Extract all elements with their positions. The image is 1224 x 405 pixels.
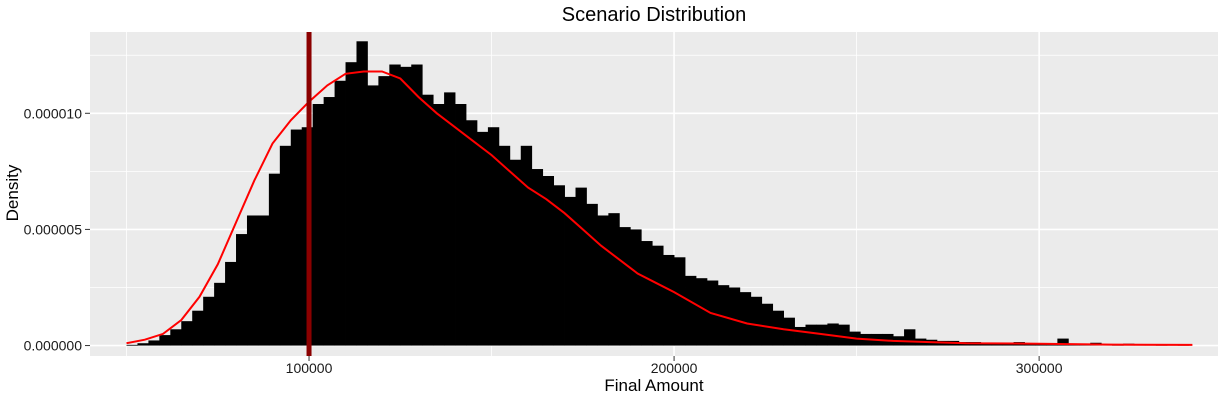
histogram-bar — [827, 323, 839, 346]
histogram-bar — [455, 104, 467, 346]
y-tick-label: 0.000000 — [24, 338, 83, 354]
histogram-bar — [279, 145, 292, 346]
x-tick-label: 300000 — [1016, 360, 1063, 376]
histogram-bar — [466, 120, 478, 346]
chart-title: Scenario Distribution — [562, 4, 747, 26]
histogram-bar — [794, 326, 806, 346]
y-tick-label: 0.000010 — [24, 105, 83, 121]
x-tick-label: 200000 — [651, 360, 698, 376]
histogram-bar — [203, 296, 215, 346]
histogram-bar — [246, 215, 259, 346]
histogram-bar — [312, 104, 325, 346]
histogram-bar — [236, 234, 248, 346]
y-axis-title: Density — [3, 164, 22, 221]
histogram-bar — [728, 287, 741, 346]
histogram-bar — [126, 344, 138, 346]
histogram-bar — [422, 94, 434, 346]
histogram-bar — [531, 169, 544, 346]
histogram-bar — [619, 227, 631, 346]
histogram-bar — [345, 62, 357, 346]
histogram-bar — [904, 329, 916, 346]
x-axis-title: Final Amount — [604, 376, 703, 395]
histogram-bar — [268, 173, 281, 346]
histogram-bar — [192, 310, 204, 346]
histogram-bar — [400, 66, 412, 346]
histogram-bar — [290, 129, 303, 346]
histogram-bar — [520, 145, 533, 346]
histogram-bar — [542, 176, 555, 346]
histogram-bar — [674, 257, 686, 346]
y-axis: 0.000000 0.000005 0.000010 — [24, 105, 90, 354]
histogram-bar — [717, 285, 730, 346]
histogram-bar — [685, 275, 697, 346]
histogram-bar — [225, 261, 237, 346]
histogram-bar — [597, 215, 609, 346]
histogram-bar — [170, 329, 182, 346]
histogram-bar — [389, 64, 401, 346]
histogram-bar — [641, 241, 653, 346]
histogram-bar — [608, 213, 620, 346]
histogram-bars — [126, 41, 1190, 346]
histogram-bar — [783, 317, 795, 346]
histogram-bar — [367, 85, 379, 346]
histogram-bar — [444, 92, 456, 346]
histogram-bar — [630, 229, 642, 346]
histogram-bar — [356, 41, 368, 346]
histogram-bar — [838, 324, 850, 346]
histogram-bar — [509, 159, 522, 346]
histogram-bar — [181, 321, 193, 346]
histogram-bar — [739, 292, 752, 346]
density-curve — [126, 70, 1193, 346]
histogram-bar — [137, 343, 149, 346]
y-tick-label: 0.000005 — [24, 221, 83, 237]
histogram-bar — [750, 296, 763, 346]
histogram-bar — [433, 104, 445, 346]
histogram-bar — [159, 335, 171, 346]
histogram-bar — [498, 145, 511, 346]
histogram-bar — [553, 185, 565, 346]
histogram-bar — [487, 127, 500, 346]
histogram-bar — [1057, 338, 1069, 346]
histogram-bar — [695, 278, 708, 346]
histogram-bar — [761, 303, 774, 346]
histogram-bar — [378, 76, 390, 346]
histogram-bar — [214, 282, 226, 346]
histogram-bar — [564, 196, 576, 346]
x-axis: 100000 200000 300000 — [286, 356, 1063, 376]
histogram-bar — [148, 340, 160, 346]
histogram-bar — [334, 80, 346, 346]
histogram-bar — [805, 324, 817, 346]
histogram-bar — [663, 254, 675, 346]
histogram-bar — [323, 97, 335, 346]
histogram-bar — [586, 203, 598, 346]
x-tick-label: 100000 — [286, 360, 333, 376]
histogram-bar — [257, 215, 270, 346]
histogram-bar — [476, 131, 489, 346]
histogram-bar — [411, 64, 423, 346]
histogram-bar — [652, 245, 664, 346]
histogram-bar — [575, 187, 587, 346]
